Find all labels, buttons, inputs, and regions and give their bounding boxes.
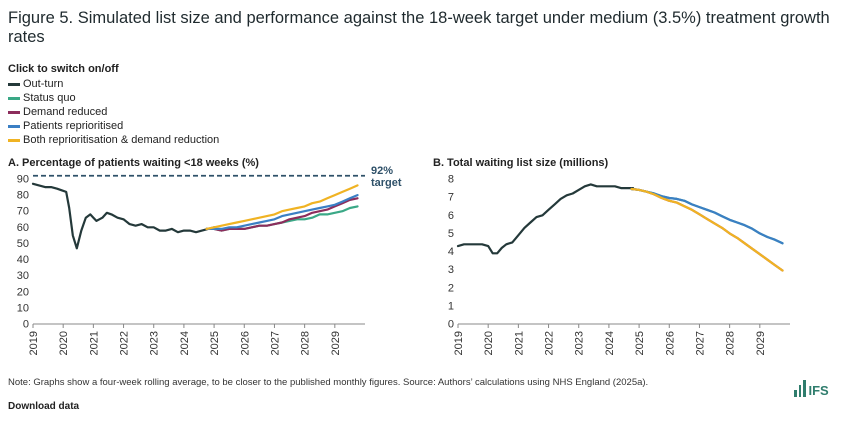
chart-a-x-tick-label: 2019: [28, 331, 40, 355]
chart-b-y-tick-label: 2: [448, 282, 454, 294]
chart-a-x-tick-label: 2022: [119, 331, 131, 355]
chart-b-series-demand-reduced: [630, 187, 784, 272]
legend-label: Out-turn: [23, 78, 64, 90]
chart-b-x-tick-label: 2019: [453, 331, 465, 355]
chart-a-series-patients-reprioritised: [205, 194, 359, 230]
legend-heading: Click to switch on/off: [8, 63, 119, 75]
chart-b-x-tick-label: 2027: [694, 331, 706, 355]
chart-a-x-tick-label: 2028: [300, 331, 312, 355]
chart-b-y-tick-label: 4: [448, 246, 454, 258]
chart-b-x-tick-label: 2029: [755, 331, 767, 355]
legend-label: Patients reprioritised: [23, 120, 124, 132]
chart-a-y-tick-label: 40: [17, 254, 29, 266]
legend-swatch-status-quo: [8, 96, 20, 100]
chart-b-x-tick-label: 2024: [604, 331, 616, 355]
download-data-link[interactable]: Download data: [8, 401, 80, 412]
chart-a-x-tick-label: 2024: [179, 331, 191, 355]
chart-b-y-tick-label: 6: [448, 210, 454, 222]
chart-b-x-tick-label: 2021: [513, 331, 525, 355]
ifs-logo: IFS: [794, 380, 829, 397]
chart-a-target-label: target: [371, 177, 402, 189]
chart-b-series-patients-reprioritised: [630, 187, 784, 245]
chart-b-series-both-reprioritisation-demand-reduction: [630, 187, 784, 272]
chart-b-y-tick-label: 7: [448, 192, 454, 204]
chart-a-series-out-turn: [31, 182, 216, 250]
legend-item-demand-reduced[interactable]: Demand reduced: [8, 105, 219, 119]
chart-a-y-tick-label: 60: [17, 222, 29, 234]
chart-a-x-tick-label: 2025: [209, 331, 221, 355]
legend-item-out-turn[interactable]: Out-turn: [8, 77, 219, 91]
chart-a-x-tick-label: 2021: [88, 331, 100, 355]
legend-item-status-quo[interactable]: Status quo: [8, 91, 219, 105]
chart-a-title: A. Percentage of patients waiting <18 we…: [8, 157, 259, 169]
chart-b-x-tick-label: 2028: [725, 331, 737, 355]
ifs-logo-bars-icon: [794, 380, 806, 397]
chart-a-x-tick-label: 2029: [330, 331, 342, 355]
chart-b-x-tick-label: 2026: [664, 331, 676, 355]
chart-a-y-tick-label: 0: [23, 319, 29, 331]
chart-b-y-tick-label: 1: [448, 300, 454, 312]
chart-a-y-tick-label: 70: [17, 206, 29, 218]
chart-a-series-demand-reduced: [205, 197, 359, 232]
chart-b-series-out-turn: [456, 183, 635, 255]
chart-a-x-tick-label: 2026: [239, 331, 251, 355]
chart-b-title: B. Total waiting list size (millions): [433, 157, 609, 169]
legend-swatch-both: [8, 138, 20, 142]
legend: Click to switch on/off Out-turn Status q…: [8, 62, 219, 147]
figure-note: Note: Graphs show a four-week rolling av…: [8, 377, 649, 388]
chart-a-x-tick-label: 2023: [149, 331, 161, 355]
chart-a-y-tick-label: 90: [17, 174, 29, 186]
legend-swatch-demand-reduced: [8, 110, 20, 114]
legend-item-both[interactable]: Both reprioritisation & demand reduction: [8, 133, 219, 147]
chart-b-x-tick-label: 2023: [574, 331, 586, 355]
chart-a-y-tick-label: 10: [17, 302, 29, 314]
chart-b-y-tick-label: 5: [448, 228, 454, 240]
figure-title: Figure 5. Simulated list size and perfor…: [8, 9, 830, 46]
chart-b-series-status-quo: [630, 187, 784, 245]
chart-b-x-tick-label: 2025: [634, 331, 646, 355]
chart-a-y-tick-label: 20: [17, 286, 29, 298]
legend-label: Demand reduced: [23, 106, 108, 118]
chart-a-series-both-reprioritisation-demand-reduction: [205, 184, 359, 230]
legend-swatch-out-turn: [8, 82, 20, 86]
ifs-logo-text: IFS: [808, 383, 829, 398]
chart-b-x-tick-label: 2020: [483, 331, 495, 355]
legend-label: Both reprioritisation & demand reduction: [23, 134, 220, 146]
legend-swatch-patients-reprioritised: [8, 124, 20, 128]
chart-a-y-tick-label: 30: [17, 270, 29, 282]
chart-a-y-tick-label: 50: [17, 238, 29, 250]
chart-b-y-tick-label: 8: [448, 174, 454, 186]
chart-b-x-tick-label: 2022: [544, 331, 556, 355]
chart-a-x-tick-label: 2020: [58, 331, 70, 355]
legend-label: Status quo: [23, 92, 76, 104]
chart-b-y-tick-label: 3: [448, 264, 454, 276]
chart-a-x-tick-label: 2027: [269, 331, 281, 355]
legend-item-patients-reprioritised[interactable]: Patients reprioritised: [8, 119, 219, 133]
chart-a-target-label: 92%: [371, 165, 393, 177]
chart-a-y-tick-label: 80: [17, 190, 29, 202]
chart-b-y-tick-label: 0: [448, 319, 454, 331]
